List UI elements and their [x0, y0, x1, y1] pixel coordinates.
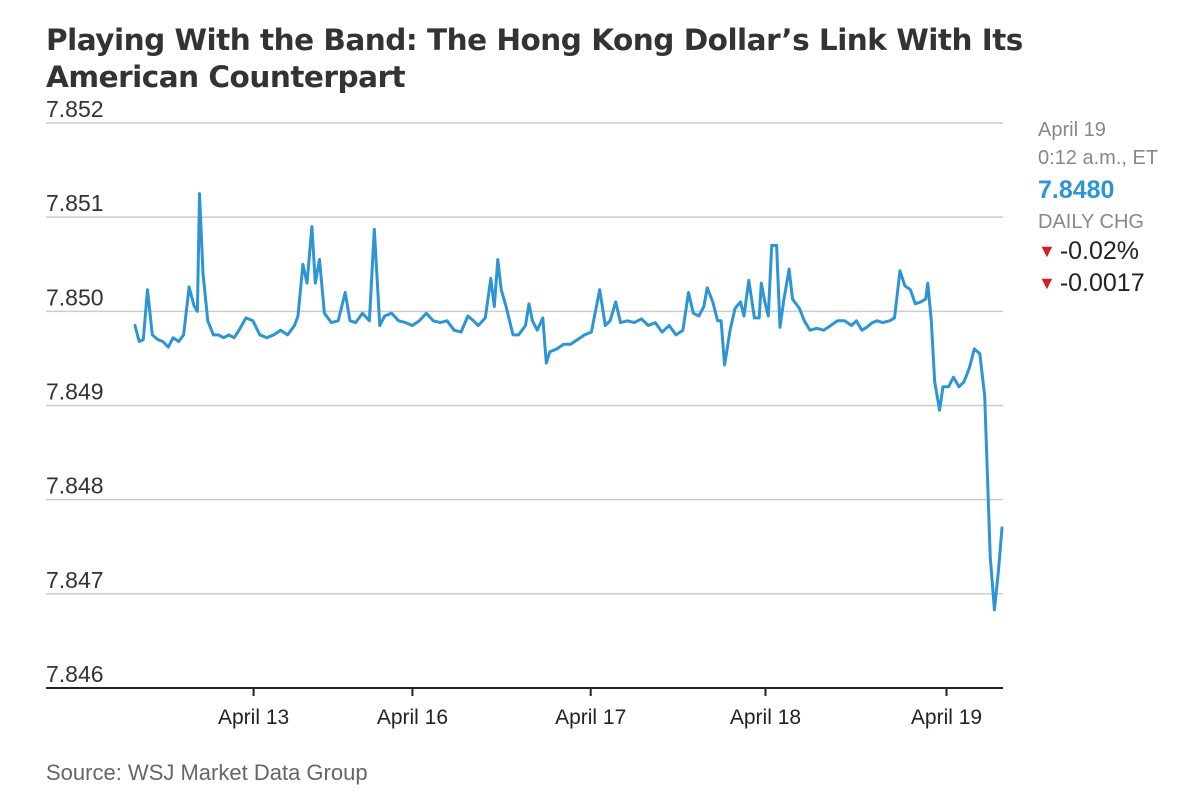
readout-date: April 19 — [1038, 119, 1106, 141]
y-axis-ticks: 7.852 7.851 7.850 7.849 7.848 7.847 7.846 — [46, 96, 104, 687]
y-tick-label: 7.847 — [46, 567, 104, 593]
readout-time: 0:12 a.m., ET — [1038, 147, 1159, 169]
x-tick-label: April 19 — [911, 706, 982, 729]
change-absolute-value: -0.0017 — [1059, 269, 1145, 297]
x-tick-label: April 17 — [555, 706, 626, 729]
x-tick-label: April 13 — [218, 706, 289, 729]
series-line-usd-hkd — [133, 192, 1004, 612]
readout-value: 7.8480 — [1038, 176, 1115, 204]
x-tick-label: April 18 — [730, 706, 801, 729]
daily-change-percent: ▼ -0.02% — [1038, 236, 1178, 268]
source-note: Source: WSJ Market Data Group — [46, 760, 368, 785]
y-tick-label: 7.851 — [46, 190, 104, 216]
daily-change-absolute: ▼ -0.0017 — [1038, 268, 1178, 300]
chart-title: Playing With the Band: The Hong Kong Dol… — [46, 23, 1023, 95]
y-tick-label: 7.850 — [46, 284, 104, 310]
y-tick-label: 7.849 — [46, 379, 104, 405]
y-tick-label: 7.848 — [46, 473, 104, 499]
x-tick-label: April 16 — [377, 706, 448, 729]
latest-readout: April 19 0:12 a.m., ET 7.8480 DAILY CHG … — [1038, 116, 1178, 300]
y-tick-label: 7.852 — [46, 96, 104, 122]
daily-change-label: DAILY CHG — [1038, 211, 1144, 233]
down-triangle-icon: ▼ — [1038, 273, 1056, 293]
gridlines — [46, 122, 1003, 595]
x-axis-ticks: April 13 April 16 April 17 April 18 April 19 — [218, 688, 982, 729]
down-triangle-icon: ▼ — [1038, 241, 1056, 261]
y-tick-label: 7.846 — [46, 661, 104, 687]
change-percent-value: -0.02% — [1059, 237, 1140, 265]
